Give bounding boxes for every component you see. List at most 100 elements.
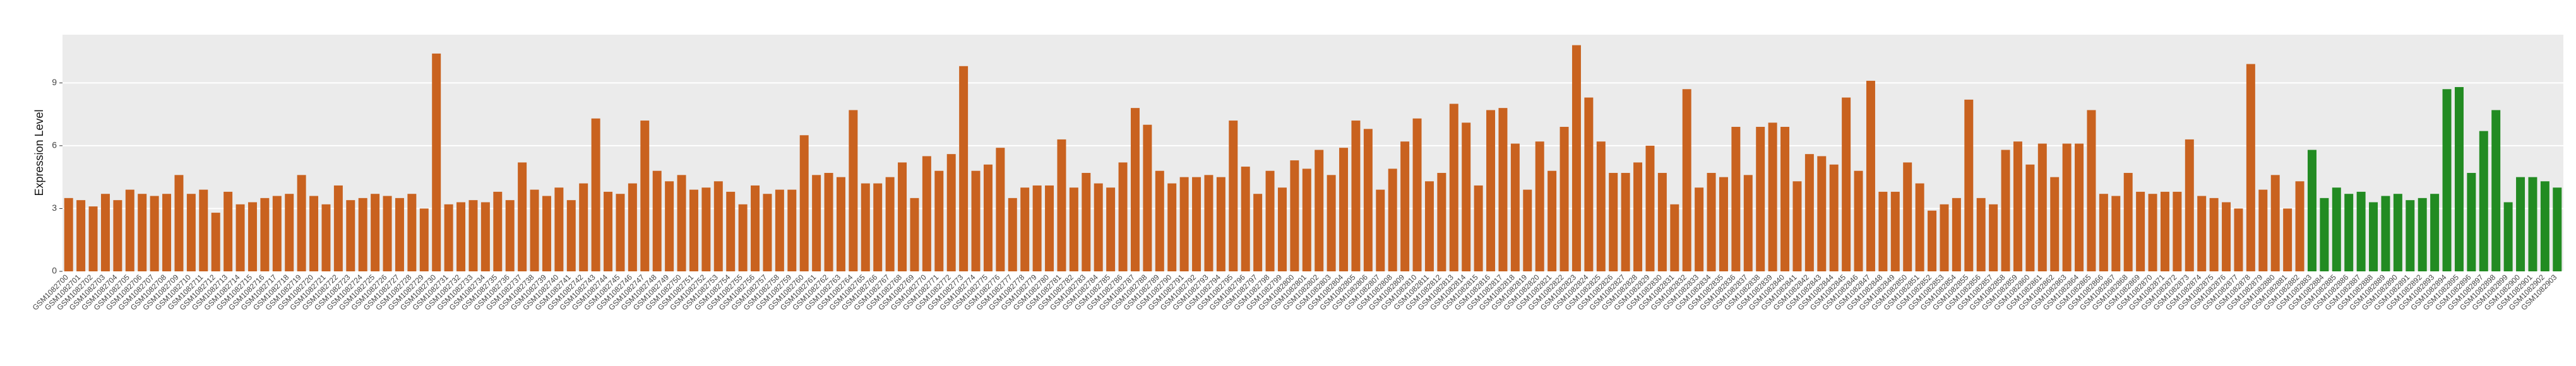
bar [1204, 175, 1213, 271]
bar [775, 189, 784, 271]
bar [849, 110, 858, 271]
bar [946, 154, 956, 271]
bar [1989, 204, 1998, 271]
bar [1155, 170, 1164, 271]
bar [480, 202, 490, 271]
bar [1400, 141, 1410, 271]
bar [1731, 127, 1741, 271]
bar [150, 196, 159, 271]
bar [1302, 168, 1311, 271]
bar [456, 202, 466, 271]
bar [100, 194, 110, 271]
bar [579, 183, 588, 271]
bar [64, 198, 73, 271]
bar [1388, 168, 1397, 271]
bar [1584, 97, 1594, 271]
bar [1474, 185, 1483, 271]
bar [1695, 187, 1704, 271]
bar [272, 196, 282, 271]
bar [2234, 208, 2243, 271]
bar [1486, 110, 1496, 271]
bar [738, 204, 748, 271]
bar [604, 191, 613, 271]
bar [2369, 202, 2378, 271]
bar [1462, 122, 1471, 271]
bar [1363, 129, 1373, 271]
bar [1878, 191, 1888, 271]
bar [1498, 108, 1508, 271]
y-axis-title: Expression Level [33, 109, 45, 196]
bar [836, 177, 845, 271]
bar [2344, 194, 2354, 271]
bar [383, 196, 392, 271]
bar [199, 189, 208, 271]
bar [1045, 185, 1054, 271]
bar [1854, 170, 1863, 271]
bar [2197, 196, 2207, 271]
y-tick-label: 6 [52, 140, 57, 150]
bar [2442, 89, 2452, 271]
bar [1167, 183, 1177, 271]
bar [2185, 139, 2194, 271]
bar [1559, 127, 1569, 271]
bar [260, 198, 270, 271]
bar [2222, 202, 2231, 271]
bar [1903, 162, 1912, 271]
bar [419, 208, 429, 271]
bar [1633, 162, 1643, 271]
bar [1424, 181, 1434, 271]
bar [2406, 200, 2415, 271]
bar [1866, 81, 1875, 271]
bar [2270, 175, 2280, 271]
bar [297, 175, 306, 271]
bar [2307, 150, 2317, 271]
bar [1976, 198, 1986, 271]
bar [530, 189, 539, 271]
bar [407, 194, 417, 271]
bar [1756, 127, 1765, 271]
bar [1645, 145, 1655, 271]
bar [1253, 194, 1263, 271]
bar [2050, 177, 2060, 271]
bar [2209, 198, 2219, 271]
bar [321, 204, 331, 271]
bar [1890, 191, 1900, 271]
bar [1179, 177, 1189, 271]
bar [1743, 175, 1753, 271]
bar [922, 156, 931, 271]
bar [1829, 164, 1839, 271]
bar [751, 185, 760, 271]
bar [959, 66, 969, 272]
bar [787, 189, 797, 271]
bar [861, 183, 870, 271]
bar [885, 177, 895, 271]
bar [1082, 173, 1091, 271]
bar [2173, 191, 2182, 271]
bar [898, 162, 907, 271]
bar [2553, 187, 2562, 271]
bar [799, 135, 809, 271]
bar [763, 194, 772, 271]
bar [1315, 150, 1324, 271]
bar [873, 183, 883, 271]
bar [1928, 210, 1937, 271]
bar [2246, 64, 2255, 271]
bar [236, 204, 245, 271]
bar [616, 194, 625, 271]
bar [2099, 194, 2108, 271]
bar [1780, 127, 1790, 271]
bar [2037, 143, 2047, 271]
bar [358, 198, 367, 271]
bar [1707, 173, 1716, 271]
bar [346, 200, 355, 271]
bar [247, 202, 257, 271]
bar [1437, 173, 1446, 271]
bar [1817, 156, 1827, 271]
bar [174, 175, 184, 271]
bar [505, 200, 515, 271]
bar [1020, 187, 1030, 271]
bar [2025, 164, 2035, 271]
bar [1241, 167, 1250, 271]
bar [1143, 124, 1152, 271]
